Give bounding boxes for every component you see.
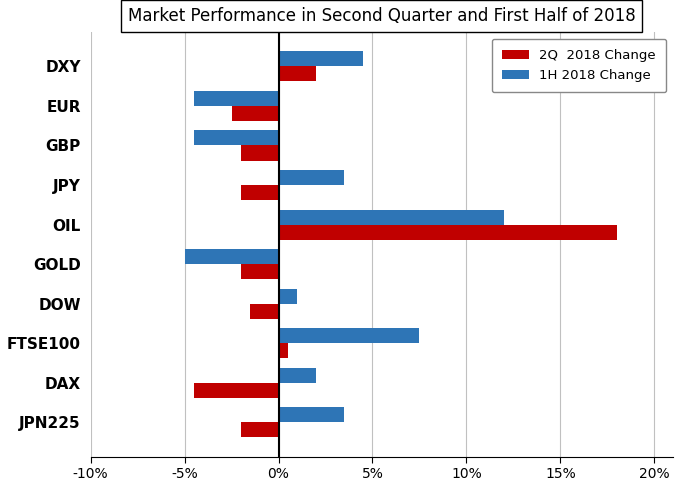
Bar (232, 106, 279, 121)
Bar (250, 304, 279, 319)
Bar (279, 170, 344, 185)
Title: Market Performance in Second Quarter and First Half of 2018: Market Performance in Second Quarter and… (128, 7, 636, 25)
Bar (279, 288, 297, 304)
Bar (279, 51, 363, 66)
Bar (279, 224, 617, 240)
Legend: 2Q  2018 Change, 1H 2018 Change: 2Q 2018 Change, 1H 2018 Change (492, 39, 666, 92)
Bar (241, 145, 279, 161)
Bar (241, 185, 279, 200)
Bar (279, 407, 344, 422)
Bar (279, 66, 316, 81)
Bar (184, 249, 279, 264)
Bar (279, 343, 288, 358)
Bar (194, 383, 279, 398)
Bar (241, 264, 279, 279)
Bar (194, 91, 279, 106)
Bar (194, 130, 279, 145)
Bar (241, 422, 279, 437)
Bar (279, 209, 504, 224)
Bar (279, 368, 316, 383)
Bar (279, 328, 420, 343)
